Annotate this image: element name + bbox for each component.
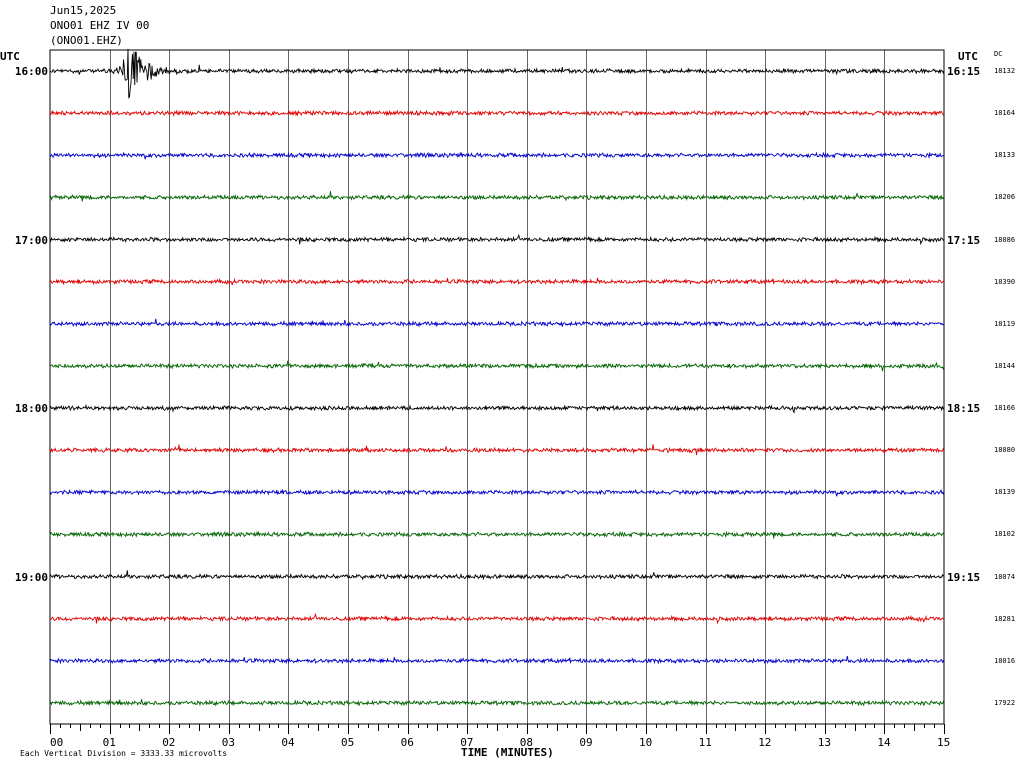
- plot-frame: [49, 49, 945, 725]
- row-time-left: 16:00: [14, 65, 48, 78]
- trace-row-13: [49, 612, 945, 625]
- row-dc-value: 18390: [994, 277, 1016, 286]
- row-time-right: 18:15: [947, 402, 981, 416]
- row-dc-value: 18086: [994, 235, 1016, 244]
- row-dc-value: 18281: [994, 614, 1016, 623]
- x-tick-label: 12: [758, 736, 772, 749]
- trace-row-10: [49, 488, 945, 497]
- trace-row-11: [49, 530, 945, 539]
- row-dc-value: 18074: [994, 572, 1016, 581]
- channel-label: (ONO01.EHZ): [50, 34, 123, 47]
- trace-row-0: [49, 48, 945, 99]
- row-time-left: 19:00: [14, 570, 48, 584]
- row-time-right: 16:15: [947, 65, 981, 78]
- date-label: Jun15,2025: [50, 4, 117, 17]
- row-time-right: 17:15: [947, 233, 981, 247]
- trace-row-7: [49, 360, 945, 372]
- row-dc-value: 18139: [994, 488, 1016, 497]
- x-tick-label: 00: [50, 736, 64, 749]
- trace-row-5: [49, 277, 945, 286]
- trace-row-2: [49, 151, 945, 160]
- x-tick-label: 09: [579, 736, 593, 749]
- x-tick-label: 11: [698, 736, 712, 749]
- x-tick-label: 15: [937, 736, 951, 749]
- trace-row-1: [49, 109, 945, 117]
- x-tick-label: 08: [519, 736, 534, 749]
- row-dc-value: 18080: [994, 446, 1016, 455]
- x-tick-label: 13: [817, 736, 832, 749]
- row-dc-value: 18132: [994, 67, 1016, 75]
- row-dc-value: 18119: [994, 319, 1016, 328]
- x-tick-label: 07: [460, 736, 474, 749]
- row-dc-value: 18166: [994, 404, 1016, 413]
- row-dc-value: 18133: [994, 151, 1016, 160]
- footer-scale-note: Each Vertical Division = 3333.33 microvo…: [20, 749, 228, 758]
- trace-row-14: [49, 655, 945, 665]
- x-tick-label: 02: [162, 736, 176, 749]
- row-dc-value: 18102: [994, 530, 1016, 539]
- x-tick-label: 03: [221, 736, 236, 749]
- row-time-left: 17:00: [14, 233, 48, 247]
- trace-row-6: [49, 318, 945, 328]
- row-time-right: 19:15: [947, 570, 981, 584]
- x-tick-label: 06: [400, 736, 414, 749]
- row-dc-value: 18016: [994, 656, 1016, 665]
- row-dc-value: 18144: [994, 361, 1016, 370]
- trace-row-9: [49, 444, 945, 456]
- row-dc-value: 18206: [994, 193, 1016, 202]
- row-dc-value: 18164: [994, 109, 1016, 118]
- x-tick-label: 05: [341, 736, 355, 749]
- station-label: ONO01 EHZ IV 00: [50, 19, 150, 32]
- trace-row-8: [49, 403, 945, 414]
- row-dc-value: 17922: [994, 698, 1016, 707]
- x-axis-title: TIME (MINUTES): [461, 746, 554, 759]
- utc-right-label: UTC: [958, 50, 978, 63]
- trace-row-15: [49, 699, 945, 707]
- x-tick-label: 14: [877, 736, 891, 749]
- trace-row-4: [49, 233, 945, 246]
- x-tick-label: 04: [281, 736, 295, 749]
- row-time-left: 18:00: [14, 402, 48, 416]
- utc-left-label: UTC: [0, 50, 20, 63]
- x-tick-label: 10: [639, 736, 653, 749]
- trace-row-3: [49, 191, 945, 202]
- dc-label: DC: [994, 50, 1003, 58]
- trace-row-12: [49, 570, 945, 581]
- x-tick-label: 01: [102, 736, 116, 749]
